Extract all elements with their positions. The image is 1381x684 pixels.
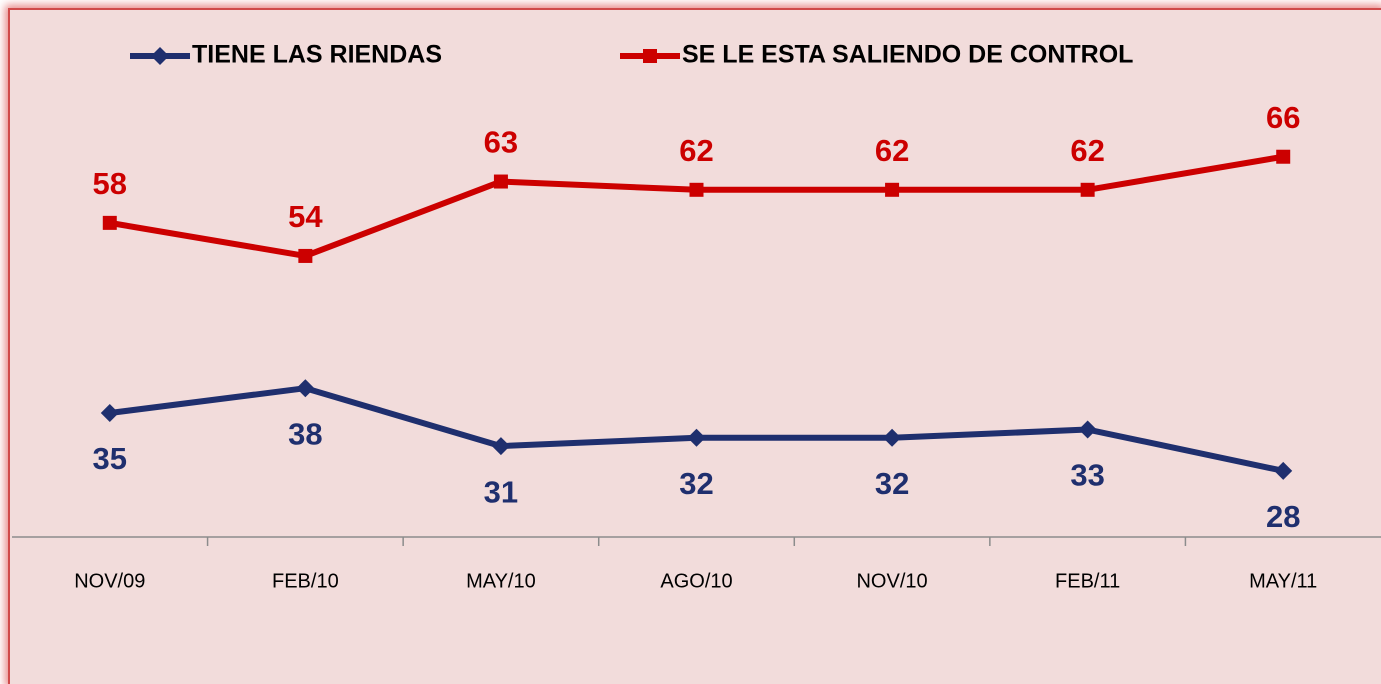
marker xyxy=(102,215,117,230)
data-label: 38 xyxy=(288,416,322,451)
data-label: 32 xyxy=(679,466,713,501)
data-label: 31 xyxy=(484,474,518,509)
legend-label: SE LE ESTA SALIENDO DE CONTROL xyxy=(682,41,1133,69)
data-label: 32 xyxy=(875,466,909,501)
marker xyxy=(491,437,510,456)
data-label: 62 xyxy=(1070,133,1104,168)
x-tick-label: NOV/10 xyxy=(856,570,927,592)
marker xyxy=(687,428,706,447)
marker xyxy=(1080,182,1095,197)
marker xyxy=(883,428,902,447)
marker xyxy=(1078,420,1097,439)
chart-background xyxy=(8,8,1381,684)
marker xyxy=(885,182,900,197)
line xyxy=(109,153,1284,259)
x-tick-label: FEB/11 xyxy=(1055,570,1120,592)
marker xyxy=(100,404,119,422)
x-tick-label: AGO/10 xyxy=(660,570,732,592)
marker xyxy=(298,248,313,263)
data-label: 35 xyxy=(93,441,127,476)
marker xyxy=(493,174,508,189)
x-tick-label: MAY/11 xyxy=(1249,570,1317,592)
x-tick-label: MAY/10 xyxy=(466,570,536,592)
x-tick-label: NOV/09 xyxy=(74,570,145,592)
marker xyxy=(296,379,315,398)
data-label: 58 xyxy=(93,166,127,201)
data-label: 54 xyxy=(288,199,323,234)
data-label: 62 xyxy=(875,133,909,168)
data-label: 28 xyxy=(1266,499,1300,534)
legend-marker xyxy=(151,47,169,65)
data-label: 62 xyxy=(679,133,713,168)
marker xyxy=(689,182,704,197)
marker xyxy=(1276,149,1291,164)
data-label: 66 xyxy=(1266,100,1300,135)
x-tick-label: FEB/10 xyxy=(272,570,339,592)
data-label: 63 xyxy=(484,125,518,160)
legend-marker xyxy=(643,49,657,63)
legend-label: TIENE LAS RIENDAS xyxy=(192,41,442,69)
data-label: 33 xyxy=(1070,458,1104,493)
marker xyxy=(1274,461,1293,480)
